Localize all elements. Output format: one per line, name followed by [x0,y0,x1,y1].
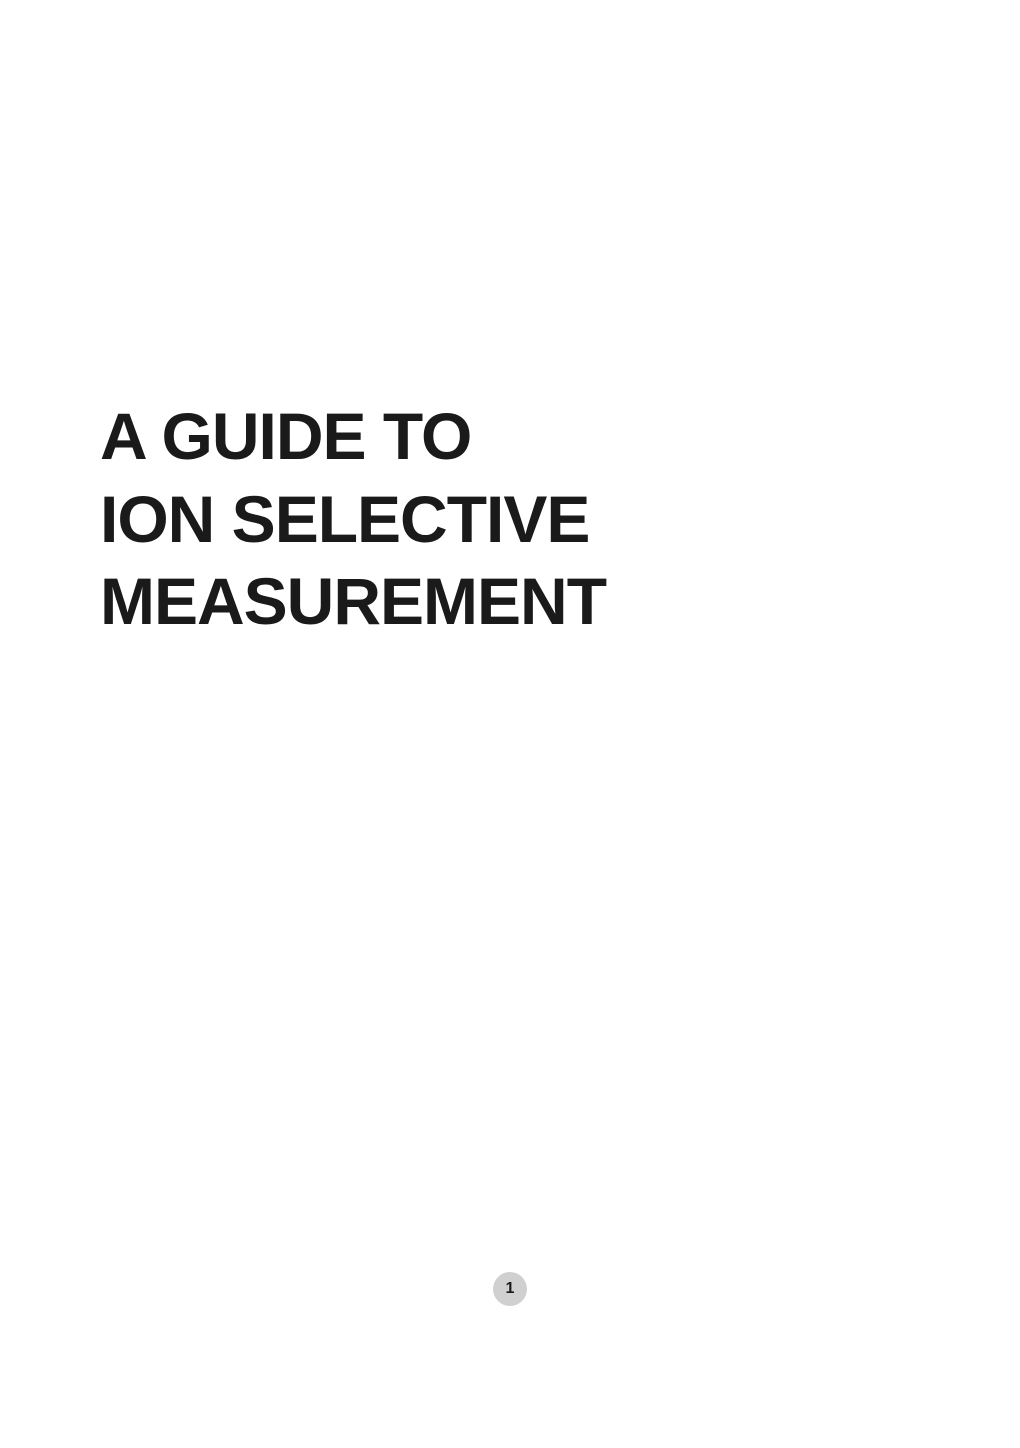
page-content: A GUIDE TO ION SELECTIVE MEASUREMENT [100,395,920,643]
page-number-badge: 1 [493,1272,527,1306]
title-line-2: ION SELECTIVE [100,478,920,561]
title-line-1: A GUIDE TO [100,395,920,478]
page-number: 1 [506,1280,515,1298]
title-line-3: MEASUREMENT [100,560,920,643]
document-title: A GUIDE TO ION SELECTIVE MEASUREMENT [100,395,920,643]
